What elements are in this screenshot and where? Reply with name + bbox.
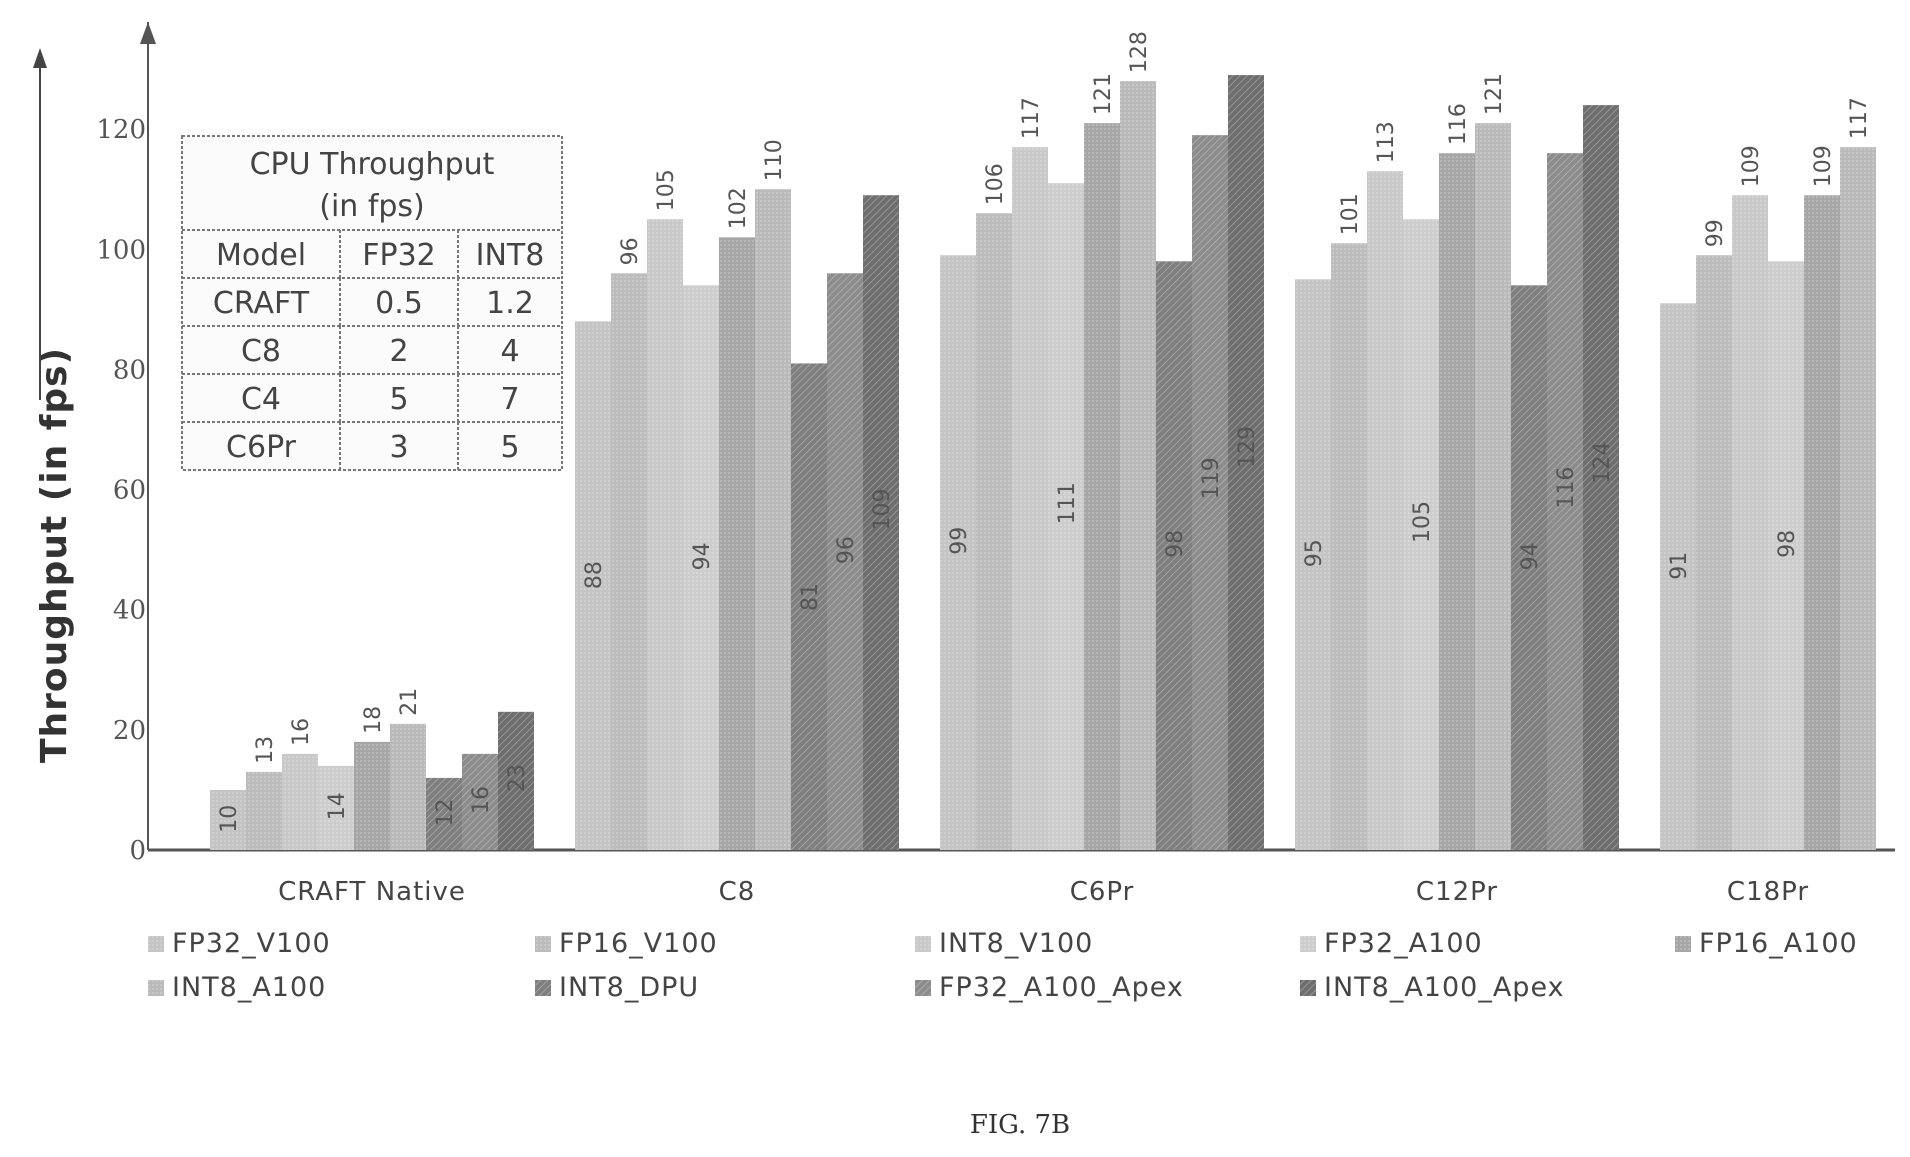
table-cell: 0.5 [375, 286, 423, 321]
legend: FP32_V100 FP16_V100 INT8_V100 FP32_A100 FP16… [148, 928, 1858, 1003]
data-label: 111 [1055, 482, 1080, 524]
data-label: 10 [217, 805, 242, 833]
table-cell: 5 [389, 382, 408, 417]
data-label: 16 [469, 786, 494, 814]
y-axis-title: Throughput (in fps) [33, 48, 75, 763]
data-label: 12 [433, 799, 458, 827]
data-label: 109 [1811, 145, 1836, 187]
data-label: 116 [1554, 467, 1579, 509]
table-header-cell: INT8 [476, 238, 545, 273]
table-cell: C6Pr [226, 430, 297, 465]
table-frame [181, 135, 563, 471]
table-cell: CRAFT [213, 286, 310, 321]
category-labels: CRAFT Native C8 C6Pr C12Pr C18Pr [278, 877, 1809, 907]
data-label: 101 [1338, 193, 1363, 235]
data-label: 124 [1590, 442, 1615, 484]
y-axis-arrow [140, 22, 156, 44]
data-label: 99 [1703, 219, 1728, 247]
legend-entry: INT8_DPU [559, 972, 699, 1003]
data-label: 102 [726, 187, 751, 229]
y-tick-label: 40 [113, 596, 146, 626]
data-label: 105 [1410, 501, 1435, 543]
data-label: 110 [762, 139, 787, 181]
table-title: (in fps) [319, 189, 425, 224]
category-label: C18Pr [1727, 877, 1809, 907]
legend-entry: INT8_V100 [939, 928, 1093, 959]
legend-entry: FP16_A100 [1699, 928, 1858, 959]
data-label: 13 [253, 736, 278, 764]
data-label: 121 [1482, 73, 1507, 115]
data-label: 99 [947, 527, 972, 555]
data-label: 121 [1091, 73, 1116, 115]
data-label: 109 [1739, 145, 1764, 187]
table-cell: C4 [241, 382, 281, 417]
table-header-cell: Model [216, 238, 306, 273]
data-label: 94 [690, 542, 715, 570]
data-label: 21 [397, 688, 422, 716]
legend-entry: INT8_A100 [172, 972, 326, 1003]
figure-caption: FIG. 7B [970, 1110, 1070, 1140]
table-cell: 3 [389, 430, 408, 465]
legend-entry: FP16_V100 [559, 928, 718, 959]
table-cell: C8 [241, 334, 281, 369]
table-cell: 5 [500, 430, 519, 465]
data-label: 106 [983, 163, 1008, 205]
data-label: 95 [1302, 539, 1327, 567]
category-label: CRAFT Native [278, 877, 466, 907]
cpu-throughput-table: CPU Throughput (in fps) Model FP32 INT8 CRAFT… [181, 135, 563, 471]
category-label: C12Pr [1416, 877, 1498, 907]
data-label: 129 [1235, 426, 1260, 468]
data-label: 128 [1127, 31, 1152, 73]
legend-entry: FP32_A100 [1324, 928, 1483, 959]
data-label: 117 [1019, 97, 1044, 139]
y-tick-label: 0 [129, 836, 146, 866]
data-label: 96 [618, 237, 643, 265]
data-label: 119 [1199, 457, 1224, 499]
data-label: 109 [870, 489, 895, 531]
data-label: 88 [582, 561, 607, 589]
table-cell: 1.2 [486, 286, 534, 321]
legend-entry: FP32_A100_Apex [939, 972, 1184, 1003]
data-label: 18 [361, 706, 386, 734]
bar-series [210, 75, 1876, 851]
table-cell: 7 [500, 382, 519, 417]
table-cell: 4 [500, 334, 519, 369]
y-tick-labels: 0 20 40 60 80 100 120 [96, 115, 146, 866]
data-label: 98 [1163, 530, 1188, 558]
data-label: 96 [834, 536, 859, 564]
table-header-cell: FP32 [362, 238, 436, 273]
table-cell: 2 [389, 334, 408, 369]
y-tick-label: 20 [113, 716, 146, 746]
data-label: 105 [654, 169, 679, 211]
data-label: 117 [1847, 97, 1872, 139]
legend-entry: FP32_V100 [172, 928, 331, 959]
data-label: 98 [1775, 530, 1800, 558]
data-label: 81 [798, 583, 823, 611]
data-label: 16 [289, 718, 314, 746]
data-label: 14 [325, 792, 350, 820]
legend-entry: INT8_A100_Apex [1324, 972, 1565, 1003]
data-label: 23 [505, 764, 530, 792]
data-label: 113 [1374, 121, 1399, 163]
y-tick-label: 120 [96, 115, 146, 145]
data-label: 91 [1667, 552, 1692, 580]
y-tick-label: 100 [96, 235, 146, 265]
data-label: 94 [1518, 542, 1543, 570]
data-label: 116 [1446, 103, 1471, 145]
y-tick-label: 80 [113, 355, 146, 385]
table-title: CPU Throughput [250, 147, 495, 182]
category-label: C6Pr [1070, 877, 1135, 907]
category-label: C8 [719, 877, 756, 907]
y-tick-label: 60 [113, 476, 146, 506]
y-axis-label: Throughput (in fps) [34, 347, 75, 763]
